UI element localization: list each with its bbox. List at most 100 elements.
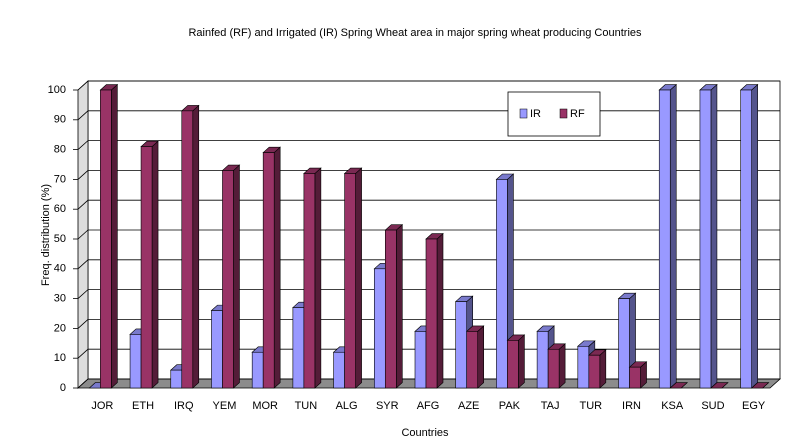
- y-tick-label: 20: [54, 322, 66, 334]
- y-tick-label: 70: [54, 173, 66, 185]
- bar: [99, 83, 119, 389]
- grid-line: [77, 169, 780, 180]
- bar-side: [599, 349, 607, 389]
- bar-side: [669, 83, 677, 389]
- x-tick-label: MOR: [252, 400, 278, 412]
- y-axis-label: Freq. distribution (%): [40, 184, 52, 286]
- x-tick-label: KSA: [661, 400, 684, 412]
- bar: [384, 223, 404, 389]
- bar-front: [536, 331, 549, 389]
- bar-front: [129, 334, 142, 389]
- x-tick-label: SUD: [701, 400, 724, 412]
- grid-line: [77, 229, 780, 240]
- bar: [343, 167, 363, 389]
- bar-front: [384, 229, 397, 389]
- bar-side: [233, 164, 240, 389]
- bar-front: [740, 89, 752, 389]
- bar-front: [658, 89, 671, 389]
- grid-line: [77, 318, 780, 329]
- x-tick-label: SYR: [376, 400, 399, 412]
- bar: [750, 382, 770, 389]
- legend-label: IR: [530, 108, 541, 120]
- x-axis-label: Countries: [401, 427, 449, 439]
- bar-front: [262, 152, 275, 389]
- bar-front: [618, 298, 630, 389]
- y-tick-label: 30: [54, 293, 66, 305]
- grid-line: [77, 140, 780, 150]
- bar-side: [355, 167, 362, 389]
- x-tick-label: AFG: [417, 400, 440, 412]
- bar-front: [333, 351, 345, 389]
- grid-line: [77, 259, 780, 270]
- bar-side: [558, 343, 566, 389]
- x-tick-label: TUR: [580, 400, 603, 412]
- bar: [221, 164, 241, 389]
- bar-front: [344, 173, 356, 389]
- bar: [699, 83, 718, 389]
- legend-label: RF: [570, 108, 585, 120]
- bar-side: [314, 167, 322, 389]
- bar: [303, 167, 322, 389]
- bar-side: [518, 334, 525, 389]
- bar-side: [151, 140, 159, 389]
- bar-side: [111, 83, 118, 389]
- legend-swatch: [519, 108, 528, 119]
- bar-front: [588, 354, 601, 389]
- x-tick-label: ALG: [336, 400, 358, 412]
- x-tick-label: ETH: [132, 400, 154, 412]
- bar-front: [303, 173, 316, 389]
- bar: [425, 232, 444, 389]
- bar-front: [466, 331, 479, 389]
- y-tick-label: 80: [54, 144, 66, 156]
- bar: [739, 83, 759, 389]
- bar: [547, 343, 566, 389]
- bar: [180, 104, 200, 389]
- bar-side: [273, 146, 281, 389]
- bar-top: [669, 382, 689, 389]
- bar: [262, 146, 281, 389]
- x-tick-label: TAJ: [541, 400, 560, 412]
- bar: [140, 140, 159, 389]
- bar-front: [211, 310, 223, 389]
- chart-title: Rainfed (RF) and Irrigated (IR) Spring W…: [188, 27, 642, 39]
- bar-side: [477, 325, 485, 389]
- bar: [658, 83, 678, 389]
- bar-front: [100, 89, 112, 389]
- bar-side: [192, 104, 200, 389]
- bar: [506, 334, 526, 389]
- y-tick-label: 100: [48, 84, 66, 96]
- bar-side: [395, 223, 403, 389]
- bar-front: [292, 307, 305, 389]
- bar-front: [699, 89, 712, 389]
- grid-line: [77, 80, 780, 91]
- x-tick-label: IRN: [622, 400, 641, 412]
- bar-front: [222, 170, 234, 389]
- y-tick-label: 40: [54, 263, 66, 275]
- bar-front: [170, 369, 183, 389]
- x-tick-label: JOR: [91, 400, 113, 412]
- bar-front: [629, 366, 641, 389]
- bar: [710, 382, 729, 389]
- bar: [465, 325, 485, 389]
- y-tick-label: 0: [60, 382, 66, 394]
- x-tick-label: YEM: [213, 400, 237, 412]
- bar-front: [181, 110, 194, 389]
- grid-line: [77, 289, 780, 299]
- bar-front: [496, 179, 508, 389]
- bar-top: [750, 382, 770, 389]
- bar-side: [710, 83, 718, 389]
- y-tick-label: 50: [54, 233, 66, 245]
- bar-front: [251, 351, 264, 389]
- bar-side: [751, 83, 758, 389]
- bar-top: [710, 382, 729, 389]
- bar: [588, 349, 607, 389]
- y-tick-label: 90: [54, 114, 66, 126]
- x-tick-label: EGY: [742, 400, 766, 412]
- y-tick-label: 60: [54, 203, 66, 215]
- bar-front: [577, 345, 590, 389]
- bar-front: [455, 301, 468, 389]
- bar: [628, 361, 648, 389]
- y-tick-label: 10: [54, 352, 66, 364]
